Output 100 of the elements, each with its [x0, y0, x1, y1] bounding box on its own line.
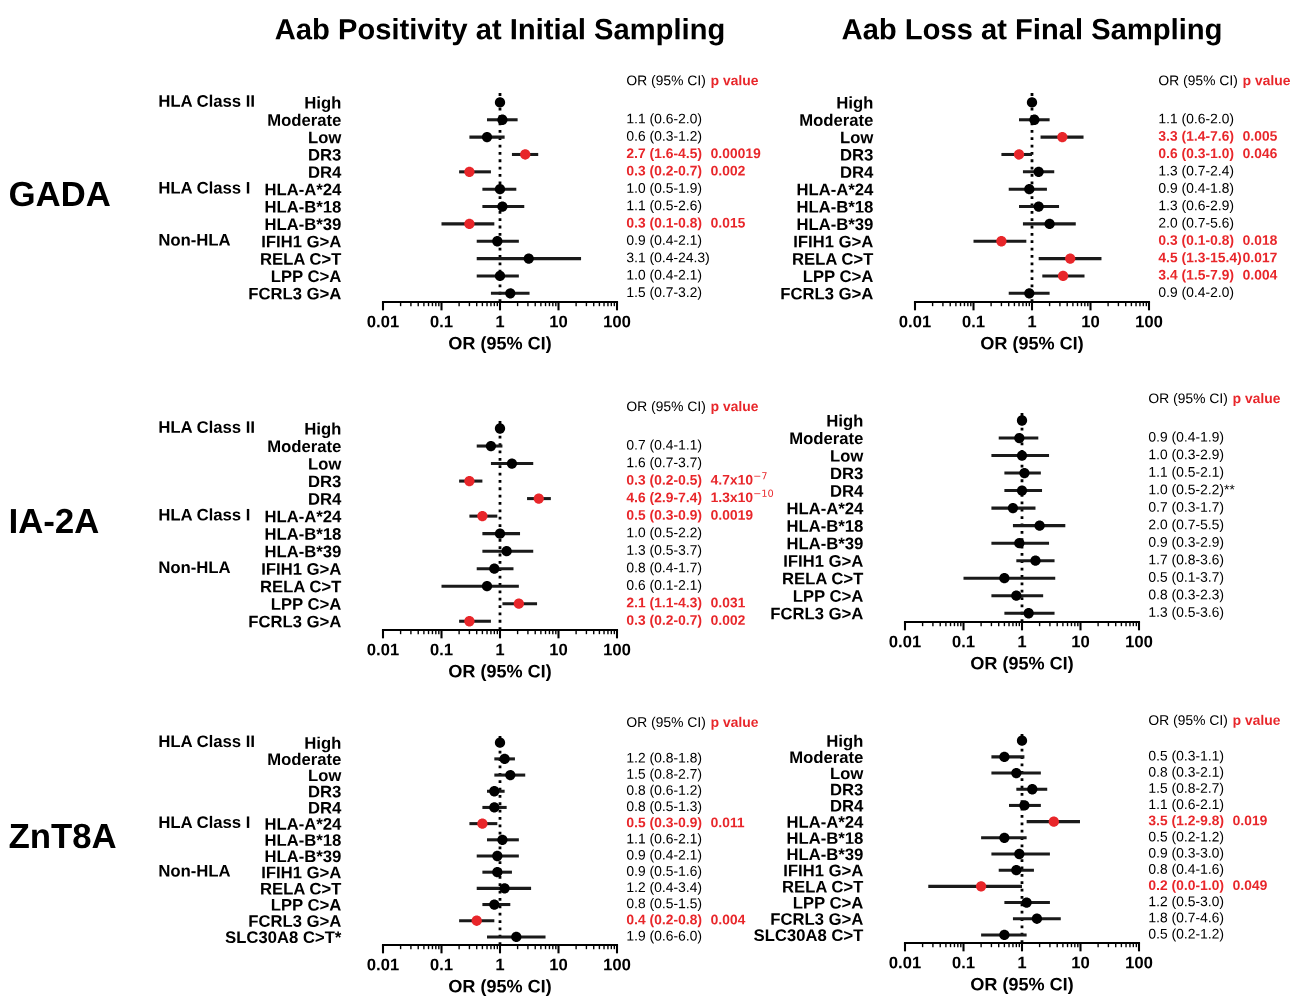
x-tick-label: 1	[496, 315, 505, 328]
text: 1.9 (0.6-6.0)	[627, 930, 702, 944]
point	[1014, 432, 1025, 444]
x-tick-label: 10	[550, 643, 568, 656]
text: 1.2 (0.5-3.0)	[1149, 896, 1224, 910]
x-tick-label: 10	[1072, 635, 1090, 648]
text: 0.5 (0.3-0.9)	[626, 817, 702, 831]
text: p value	[1243, 75, 1290, 89]
y-axis-title: IA-2A	[10, 508, 99, 533]
x-tick-label: 100	[604, 643, 631, 656]
x-axis-title: OR (95% CI)	[449, 979, 551, 997]
y-tick-label: DR4	[831, 800, 864, 812]
text: 0.3 (0.1-0.8)	[626, 217, 702, 231]
x-tick-label: 100	[1136, 315, 1163, 328]
text: 0.2 (0.0-1.0)	[1148, 879, 1224, 893]
point	[1011, 767, 1022, 779]
x-tick-label: 10	[550, 315, 568, 328]
text: 3.1 (0.4-24.3)	[626, 252, 709, 266]
y-tick-label: HLA-B*18	[265, 834, 341, 847]
y-tick-label: HLA-B*18	[787, 520, 863, 532]
y-tick-label: IFIH1 G>A	[262, 235, 341, 248]
text: 0.046	[1243, 148, 1277, 159]
y-tick-label: DR4	[831, 485, 864, 497]
x-tick-label: 0.01	[367, 958, 399, 971]
text: 1.3 (0.5-3.7)	[627, 544, 702, 558]
y-tick-label: RELA C>T	[783, 880, 864, 893]
y-tick-label: Moderate	[268, 439, 341, 453]
text: 0.049	[1233, 880, 1267, 891]
y-tick-label: HLA-B*39	[265, 218, 341, 231]
text: 2.7 (1.6-4.5)	[626, 148, 702, 161]
y-tick-label: RELA C>T	[783, 572, 864, 585]
y-tick-label: Moderate	[800, 113, 873, 126]
chart-title: Aab Positivity at Initial Sampling	[275, 18, 724, 46]
text: HLA Class II	[159, 420, 254, 433]
x-tick-label: 1	[1018, 635, 1027, 648]
text: 0.002	[711, 165, 745, 176]
y-tick-label: HLA-B*39	[797, 218, 873, 231]
text: 1.5 (0.7-3.2)	[627, 286, 702, 300]
x-tick-label: 1	[1028, 315, 1037, 328]
y-tick-label: IFIH1 G>A	[262, 563, 341, 575]
text: 1.0 (0.5-1.9)	[627, 182, 702, 196]
y-tick-label: DR3	[309, 785, 341, 798]
text: 0.031	[711, 597, 745, 608]
x-axis-title: OR (95% CI)	[971, 977, 1073, 995]
text: 0.4 (0.2-0.8)	[626, 914, 702, 928]
text: 4.5 (1.3-15.4)	[1158, 252, 1242, 266]
y-tick-label: High	[305, 736, 341, 753]
y-tick-label: RELA C>T	[261, 580, 342, 593]
point	[1016, 485, 1028, 496]
y-tick-label: RELA C>T	[261, 882, 342, 895]
text: 1.1 (0.6-2.1)	[1149, 798, 1224, 812]
text: 0.9 (0.5-1.6)	[626, 865, 702, 879]
text: 0.3 (0.2-0.5)	[626, 474, 702, 488]
text: 1.3x10$^{−10}$	[711, 489, 774, 503]
text: 0.7 (0.4-1.1)	[626, 439, 702, 453]
y-tick-label: LPP C>A	[803, 270, 873, 283]
y-tick-label: High	[305, 96, 341, 112]
text: Non-HLA	[159, 234, 231, 246]
point	[1023, 608, 1034, 619]
x-tick-label: 0.1	[952, 956, 975, 969]
text: 1.1 (0.6-2.0)	[1159, 113, 1234, 127]
text: p value	[711, 401, 758, 414]
text: 3.4 (1.5-7.9)	[1158, 269, 1234, 283]
text: 0.5 (0.2-1.2)	[1148, 831, 1224, 845]
text: 4.6 (2.9-7.4)	[626, 492, 702, 506]
x-axis-title: OR (95% CI)	[981, 336, 1083, 354]
y-tick-label: HLA-B*39	[265, 850, 341, 863]
text: 0.9 (0.4-1.8)	[1158, 182, 1234, 196]
text: 0.5 (0.3-1.1)	[1148, 750, 1224, 764]
point	[1031, 913, 1043, 924]
x-tick-label: 10	[1072, 956, 1090, 969]
text: 0.9 (0.3-2.9)	[1148, 536, 1224, 550]
x-tick-label: 100	[1126, 635, 1153, 648]
text: 0.9 (0.4-1.9)	[1148, 431, 1224, 445]
text: 1.2 (0.8-1.8)	[627, 752, 702, 766]
point	[489, 786, 500, 797]
point	[489, 899, 500, 910]
y-tick-label: FCRL3 G>A	[249, 287, 341, 300]
y-tick-label: IFIH1 G>A	[784, 864, 863, 877]
text: 2.0 (0.7-5.6)	[1159, 217, 1234, 231]
x-tick-label: 0.01	[899, 315, 931, 328]
y-tick-label: FCRL3 G>A	[771, 913, 863, 925]
y-tick-label: DR3	[831, 467, 863, 480]
x-axis-title: OR (95% CI)	[449, 664, 551, 682]
text: 0.3 (0.2-0.7)	[626, 614, 702, 628]
text: 0.019	[1233, 815, 1267, 826]
y-tick-label: RELA C>T	[793, 253, 874, 265]
x-tick-label: 1	[496, 958, 505, 971]
point	[1019, 467, 1030, 479]
text: 0.9 (0.3-3.0)	[1148, 847, 1224, 861]
text: 0.9 (0.4-2.1)	[626, 234, 702, 248]
y-tick-label: DR3	[309, 475, 341, 488]
text: OR (95% CI)	[1149, 714, 1227, 728]
text: 0.8 (0.3-2.3)	[1148, 589, 1224, 603]
text: 1.1 (0.5-2.1)	[1149, 466, 1224, 480]
text: 0.5 (0.3-0.9)	[626, 509, 702, 523]
text: OR (95% CI)	[627, 716, 705, 730]
x-axis-title: OR (95% CI)	[449, 336, 551, 354]
point	[1014, 538, 1025, 549]
text: Non-HLA	[159, 561, 231, 574]
